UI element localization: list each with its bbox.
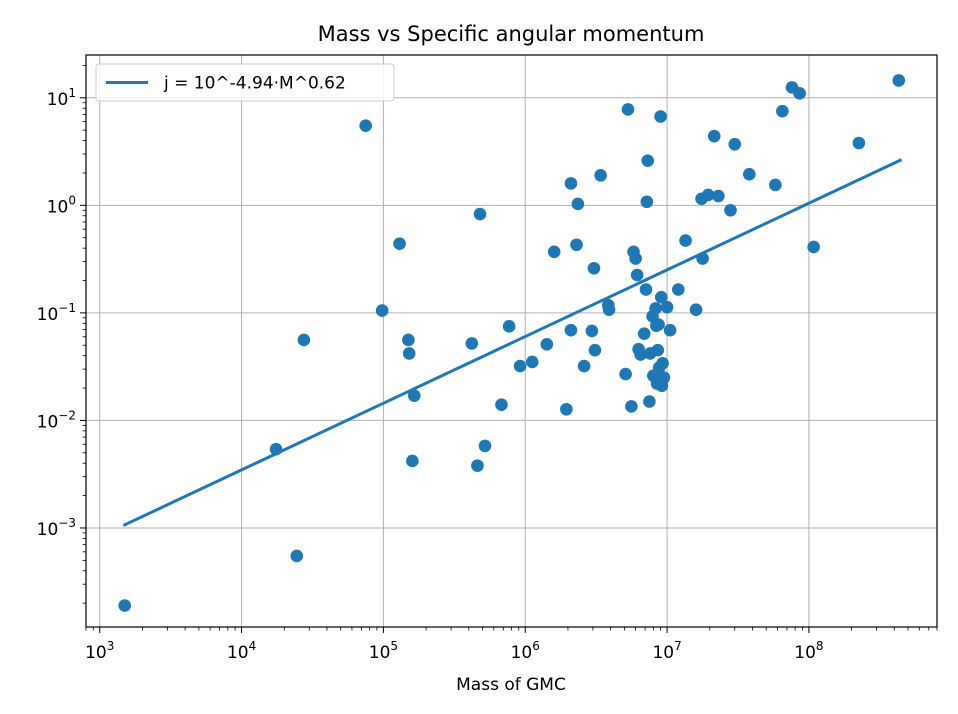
axis-ticks	[80, 65, 938, 633]
scatter-point	[807, 240, 820, 254]
scatter-point	[639, 283, 653, 296]
scatter-point	[571, 197, 585, 211]
scatter-point	[564, 323, 578, 337]
y-tick-label: 100	[47, 193, 76, 217]
scatter-point	[560, 402, 573, 416]
scatter-point	[660, 300, 674, 314]
scatter-point	[402, 347, 416, 360]
scatter-point	[588, 343, 602, 357]
scatter-point	[297, 333, 311, 347]
scatter-point	[570, 238, 583, 252]
scatter-point	[696, 252, 709, 265]
x-tick-label: 106	[511, 639, 540, 663]
scatter-point	[375, 304, 389, 317]
scatter-point	[502, 320, 516, 333]
scatter-point	[643, 395, 656, 408]
legend: j = 10^-4.94·M^0.62	[95, 63, 395, 102]
scatter-point	[707, 129, 721, 143]
scatter-point	[359, 119, 372, 133]
scatter-point	[269, 442, 283, 456]
scatter-point	[625, 400, 638, 413]
x-tick-label: 105	[369, 639, 398, 663]
scatter-point	[654, 290, 668, 304]
x-axis-label: Mass of GMC	[456, 675, 566, 695]
fit-line	[122, 158, 903, 527]
scatter-point	[769, 178, 782, 192]
scatter-point	[619, 367, 632, 381]
scatter-point	[478, 439, 492, 453]
y-tick-label: 10−2	[37, 408, 76, 432]
scatter-point	[393, 237, 406, 250]
fit-line-group	[122, 158, 903, 527]
scatter-point	[712, 189, 725, 203]
scatter-point	[637, 327, 651, 341]
scatter-points	[118, 74, 906, 612]
scatter-point	[547, 245, 561, 259]
scatter-point	[701, 188, 715, 202]
scatter-point	[641, 154, 654, 168]
scatter-point	[776, 104, 789, 118]
x-tick-label: 104	[227, 639, 256, 663]
scatter-point	[290, 549, 304, 563]
scatter-point	[577, 359, 591, 373]
scatter-point	[629, 252, 642, 265]
y-tick-label: 10−3	[37, 516, 76, 540]
scatter-point	[402, 333, 415, 347]
scatter-point	[564, 177, 578, 190]
scatter-point	[525, 355, 539, 369]
y-tick-label: 10−1	[37, 301, 76, 325]
scatter-point	[594, 169, 607, 182]
scatter-point	[465, 337, 479, 350]
scatter-point	[728, 137, 742, 151]
tick-labels: 103 104 105 106 107 108 10−3 10−2 10−1 100 101	[37, 86, 824, 663]
scatter-point	[679, 234, 692, 247]
scatter-point	[634, 348, 647, 361]
scatter-point	[657, 371, 671, 384]
legend-box	[95, 63, 395, 102]
scatter-point	[892, 74, 906, 87]
x-tick-label: 108	[794, 639, 823, 663]
scatter-point	[640, 195, 654, 209]
scatter-point	[652, 318, 665, 331]
scatter-point	[852, 136, 866, 150]
scatter-point	[540, 338, 554, 351]
y-tick-label: 101	[47, 86, 76, 110]
scatter-point	[649, 302, 662, 315]
scatter-point	[406, 454, 419, 468]
scatter-point	[793, 87, 806, 100]
scatter-point	[743, 167, 756, 181]
scatter-point	[689, 303, 703, 317]
scatter-point	[473, 207, 487, 221]
x-tick-label: 107	[652, 639, 681, 663]
x-tick-label: 103	[85, 639, 114, 663]
scatter-point	[656, 356, 669, 370]
scatter-point	[495, 398, 508, 412]
scatter-point	[471, 459, 484, 472]
scatter-point	[672, 283, 685, 296]
scatter-point	[118, 599, 132, 612]
legend-label: j = 10^-4.94·M^0.62	[163, 74, 346, 94]
scatter-point	[630, 268, 644, 282]
scatter-point	[407, 389, 421, 402]
scatter-point	[587, 261, 601, 275]
scatter-point	[621, 103, 635, 116]
scatter-point	[654, 110, 667, 123]
scatter-point	[602, 303, 616, 317]
scatter-point	[513, 359, 527, 373]
scatter-point	[651, 343, 665, 357]
scatter-point	[663, 323, 677, 337]
scatter-point	[724, 203, 737, 217]
chart-title: Mass vs Specific angular momentum	[318, 22, 705, 46]
scatter-point	[585, 324, 599, 338]
